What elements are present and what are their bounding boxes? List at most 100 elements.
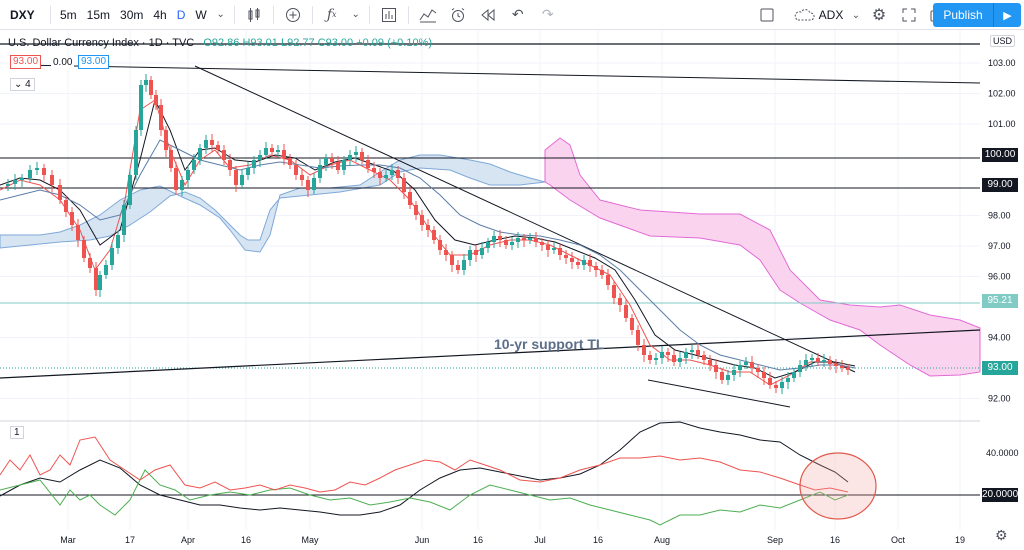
di-minus-line <box>0 436 849 493</box>
candle-body <box>378 172 382 178</box>
candle-body <box>708 360 712 365</box>
candle-body <box>348 155 352 160</box>
candle-body <box>492 236 496 242</box>
fullscreen-icon[interactable] <box>894 0 924 30</box>
candle-body <box>780 382 784 388</box>
cloud-icon <box>794 9 815 21</box>
candle-body <box>228 160 232 170</box>
price-level-tag[interactable]: 93.00 <box>982 361 1018 375</box>
candle-body <box>438 240 442 250</box>
candle-body <box>540 242 544 245</box>
price-level-tag[interactable]: 95.21 <box>982 293 1018 308</box>
indicator-selector[interactable]: ADX <box>782 0 848 30</box>
candle-body <box>28 170 32 178</box>
candle-body <box>144 80 148 85</box>
layout-square-icon[interactable] <box>752 0 782 30</box>
candle-body <box>702 355 706 360</box>
candle-body <box>522 238 526 240</box>
interval-4h[interactable]: 4h <box>153 7 167 22</box>
candle-body <box>76 225 80 240</box>
candle-body <box>660 352 664 358</box>
price-level-tag[interactable]: 99.00 <box>982 178 1018 192</box>
chevron-down-icon[interactable]: ⌄ <box>216 9 225 20</box>
settings-gear-icon[interactable]: ⚙ <box>871 7 887 24</box>
candle-body <box>198 148 202 160</box>
candle-body <box>600 270 604 275</box>
chart-settings-gear-icon[interactable]: ⚙ <box>995 527 1008 543</box>
interval-5m[interactable]: 5m <box>60 7 77 22</box>
chevron-down-icon: ⌄ <box>14 79 23 90</box>
buy-price[interactable]: 93.00 <box>78 55 110 69</box>
interval-15m[interactable]: 15m <box>86 7 111 22</box>
candle-body <box>564 255 568 258</box>
candle-body <box>474 250 478 255</box>
time-axis-label: Sep <box>767 535 783 545</box>
candle-body <box>774 385 778 388</box>
chevron-down-icon[interactable]: ⌄ <box>851 9 861 21</box>
candle-body <box>426 225 430 230</box>
adx-line <box>0 421 849 516</box>
candle-body <box>834 364 838 366</box>
time-axis-label: 16 <box>593 535 603 545</box>
candle-body <box>42 168 46 175</box>
candle-body <box>122 205 126 235</box>
templates-icon[interactable] <box>374 0 404 30</box>
candle-body <box>192 160 196 170</box>
trendline-down <box>194 65 856 373</box>
candle-body <box>726 375 730 380</box>
sell-price[interactable]: 93.00 <box>10 55 42 69</box>
undo-icon[interactable]: ↶ <box>511 6 524 22</box>
candles-group <box>6 74 850 394</box>
candle-body <box>684 352 688 358</box>
candle-body <box>216 145 220 150</box>
toolbar-divider <box>272 5 274 24</box>
candle-body <box>372 168 376 172</box>
candle-body <box>762 372 766 378</box>
play-icon[interactable]: ▶ <box>993 3 1021 27</box>
redo-icon[interactable]: ↷ <box>541 6 554 22</box>
chart-canvas[interactable]: 10-yr support TL 103.00 102.00 101.00 98.00… <box>0 30 1024 550</box>
price-level-tag[interactable]: 100.00 <box>982 147 1018 162</box>
candle-body <box>180 180 184 190</box>
candle-body <box>276 150 280 152</box>
add-compare-icon[interactable] <box>278 0 308 30</box>
publish-button[interactable]: Publish <box>933 3 993 27</box>
interval-d[interactable]: D <box>176 7 186 22</box>
candle-body <box>20 178 24 180</box>
candle-body <box>408 192 412 205</box>
candle-body <box>480 248 484 255</box>
symbol-search[interactable]: DXY <box>10 7 35 22</box>
time-axis-label: Mar <box>60 535 76 545</box>
toolbar-right: ADX ⌄ ⚙ <box>752 0 954 30</box>
replay-icon[interactable] <box>473 0 503 30</box>
toolbar-divider <box>233 5 235 24</box>
candle-body <box>94 268 98 290</box>
price-axis-label: 102.00 <box>988 89 1016 99</box>
candles-icon[interactable] <box>239 0 269 30</box>
spread-value: 0.00 <box>51 57 75 71</box>
chart-area[interactable]: 10-yr support TL 103.00 102.00 101.00 98.00… <box>0 30 1024 550</box>
interval-w[interactable]: W <box>195 7 207 22</box>
time-axis-label: Jun <box>415 535 430 545</box>
price-axis-label: 94.00 <box>988 333 1011 343</box>
candle-body <box>606 275 610 285</box>
candle-body <box>552 248 556 250</box>
candle-body <box>324 158 328 165</box>
indicator-level-tag[interactable]: 20.0000 <box>982 488 1019 502</box>
price-axis-label: 92.00 <box>988 394 1011 404</box>
time-axis-label: Aug <box>654 535 670 545</box>
candle-body <box>654 358 658 360</box>
chart-type-icon[interactable] <box>413 0 443 30</box>
chevron-down-icon[interactable]: ⌄ <box>351 9 360 20</box>
interval-30m[interactable]: 30m <box>120 7 144 22</box>
candle-body <box>732 370 736 375</box>
currency-label[interactable]: USD <box>990 35 1016 47</box>
candle-body <box>282 150 286 158</box>
candle-body <box>258 155 262 160</box>
symbol-title: U.S. Dollar Currency Index · 1D · TVC <box>8 37 195 49</box>
alert-icon[interactable] <box>443 0 473 30</box>
pane-number: 1 <box>10 426 24 439</box>
indicator-toggle[interactable]: ⌄ 4 <box>10 78 35 91</box>
